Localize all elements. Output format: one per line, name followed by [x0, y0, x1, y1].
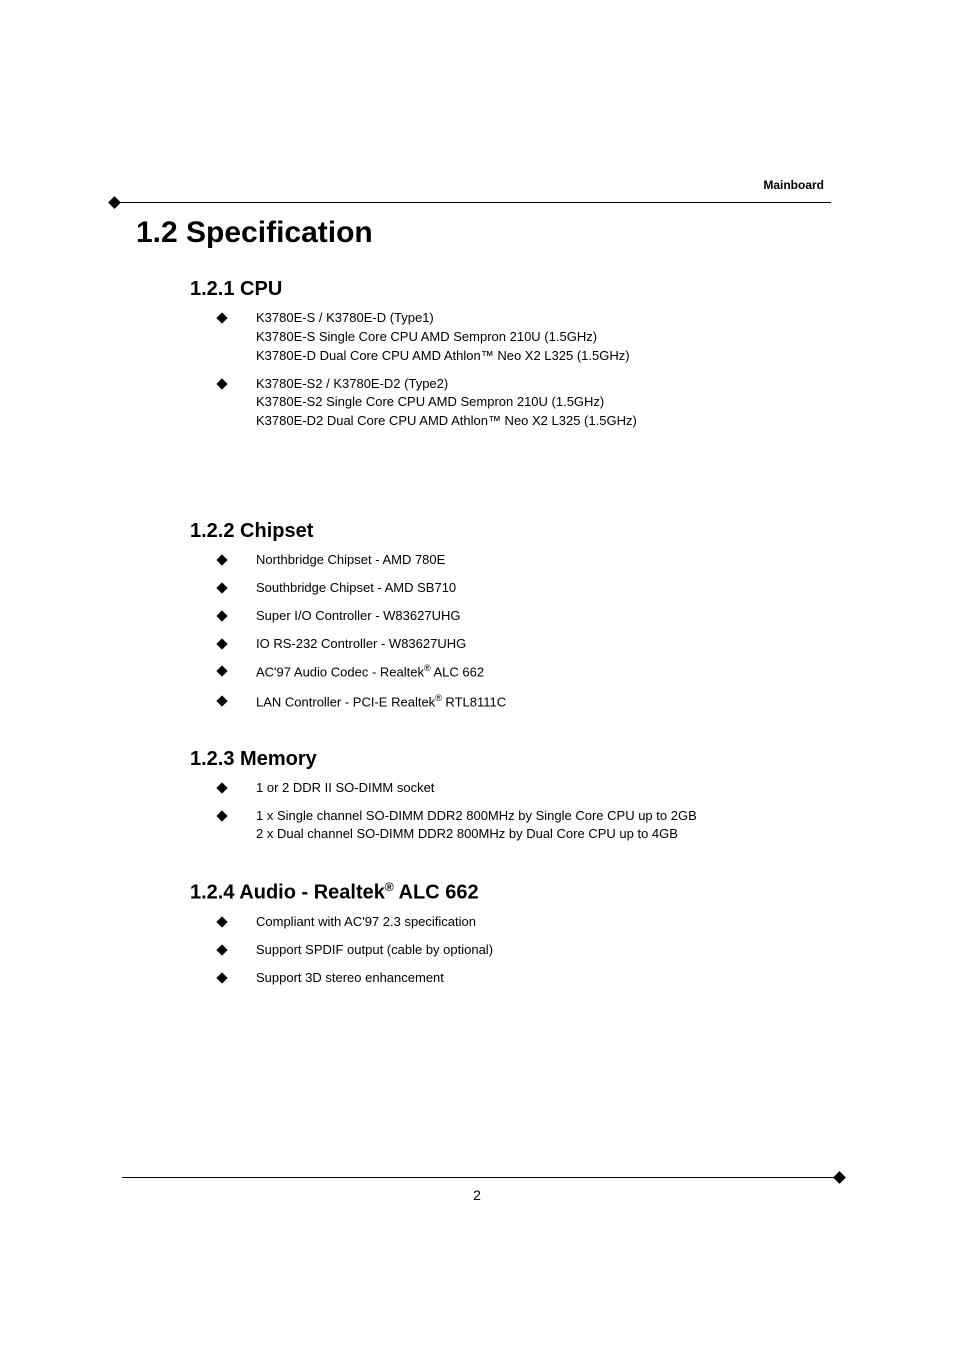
list-item: Southbridge Chipset - AMD SB710: [218, 579, 804, 598]
section-title-audio: 1.2.4 Audio - Realtek® ALC 662: [190, 880, 834, 905]
bullet-icon: [216, 810, 227, 821]
list-item: Super I/O Controller - W83627UHG: [218, 607, 804, 626]
bullet-icon: [216, 312, 227, 323]
list-item: Support SPDIF output (cable by optional): [218, 941, 804, 960]
list-text: K3780E-D Dual Core CPU AMD Athlon™ Neo X…: [256, 348, 630, 363]
list-text: 1 x Single channel SO-DIMM DDR2 800MHz b…: [256, 808, 697, 823]
list-text: Support 3D stereo enhancement: [256, 970, 444, 985]
list-item: LAN Controller - PCI-E Realtek® RTL8111C: [218, 692, 804, 712]
list-text: 2 x Dual channel SO-DIMM DDR2 800MHz by …: [256, 826, 678, 841]
reg-mark: ®: [424, 663, 431, 673]
reg-mark: ®: [435, 693, 442, 703]
list-item: Compliant with AC'97 2.3 specification: [218, 913, 804, 932]
list-item: K3780E-S / K3780E-D (Type1) K3780E-S Sin…: [218, 309, 804, 366]
content-area: 1.2 Specification 1.2.1 CPU K3780E-S / K…: [120, 190, 834, 988]
bottom-rule: [122, 1177, 841, 1178]
rule-diamond-bottom: [833, 1171, 846, 1184]
list-item: K3780E-S2 / K3780E-D2 (Type2) K3780E-S2 …: [218, 375, 804, 432]
list-text: RTL8111C: [442, 694, 506, 709]
spacer: [130, 440, 834, 484]
page-number: 2: [0, 1187, 954, 1203]
list-text: K3780E-S2 Single Core CPU AMD Sempron 21…: [256, 394, 604, 409]
bullet-icon: [216, 610, 227, 621]
audio-list: Compliant with AC'97 2.3 specification S…: [218, 913, 804, 988]
list-text: Southbridge Chipset - AMD SB710: [256, 580, 456, 595]
list-text: K3780E-D2 Dual Core CPU AMD Athlon™ Neo …: [256, 413, 637, 428]
header-label: Mainboard: [763, 178, 824, 192]
bullet-icon: [216, 944, 227, 955]
list-text: LAN Controller - PCI-E Realtek: [256, 694, 435, 709]
bullet-icon: [216, 638, 227, 649]
title-text: ALC 662: [394, 882, 479, 904]
list-item: Northbridge Chipset - AMD 780E: [218, 551, 804, 570]
list-text: K3780E-S2 / K3780E-D2 (Type2): [256, 376, 448, 391]
reg-mark: ®: [385, 880, 394, 894]
list-text: AC'97 Audio Codec - Realtek: [256, 665, 424, 680]
bullet-icon: [216, 782, 227, 793]
section-title-memory: 1.2.3 Memory: [190, 748, 834, 771]
list-item: 1 or 2 DDR II SO-DIMM socket: [218, 779, 804, 798]
bullet-icon: [216, 666, 227, 677]
list-text: IO RS-232 Controller - W83627UHG: [256, 636, 466, 651]
list-item: AC'97 Audio Codec - Realtek® ALC 662: [218, 662, 804, 682]
list-text: K3780E-S Single Core CPU AMD Sempron 210…: [256, 329, 597, 344]
bullet-icon: [216, 695, 227, 706]
title-text: 1.2.4 Audio - Realtek: [190, 882, 385, 904]
bullet-icon: [216, 554, 227, 565]
list-text: ALC 662: [431, 665, 485, 680]
bullet-icon: [216, 378, 227, 389]
section-title-chipset: 1.2.2 Chipset: [190, 520, 834, 543]
list-item: Support 3D stereo enhancement: [218, 969, 804, 988]
bullet-icon: [216, 916, 227, 927]
top-rule: [113, 202, 831, 203]
list-item: 1 x Single channel SO-DIMM DDR2 800MHz b…: [218, 807, 804, 845]
list-text: Compliant with AC'97 2.3 specification: [256, 914, 476, 929]
section-title-cpu: 1.2.1 CPU: [190, 278, 834, 301]
list-text: Support SPDIF output (cable by optional): [256, 942, 493, 957]
bullet-icon: [216, 972, 227, 983]
list-item: IO RS-232 Controller - W83627UHG: [218, 635, 804, 654]
list-text: K3780E-S / K3780E-D (Type1): [256, 310, 434, 325]
memory-list: 1 or 2 DDR II SO-DIMM socket 1 x Single …: [218, 779, 804, 845]
list-text: Northbridge Chipset - AMD 780E: [256, 552, 445, 567]
bullet-icon: [216, 582, 227, 593]
cpu-list: K3780E-S / K3780E-D (Type1) K3780E-S Sin…: [218, 309, 804, 431]
page-title: 1.2 Specification: [136, 216, 834, 250]
page-container: Mainboard 1.2 Specification 1.2.1 CPU K3…: [0, 0, 954, 1351]
list-text: Super I/O Controller - W83627UHG: [256, 608, 460, 623]
chipset-list: Northbridge Chipset - AMD 780E Southbrid…: [218, 551, 804, 712]
list-text: 1 or 2 DDR II SO-DIMM socket: [256, 780, 434, 795]
